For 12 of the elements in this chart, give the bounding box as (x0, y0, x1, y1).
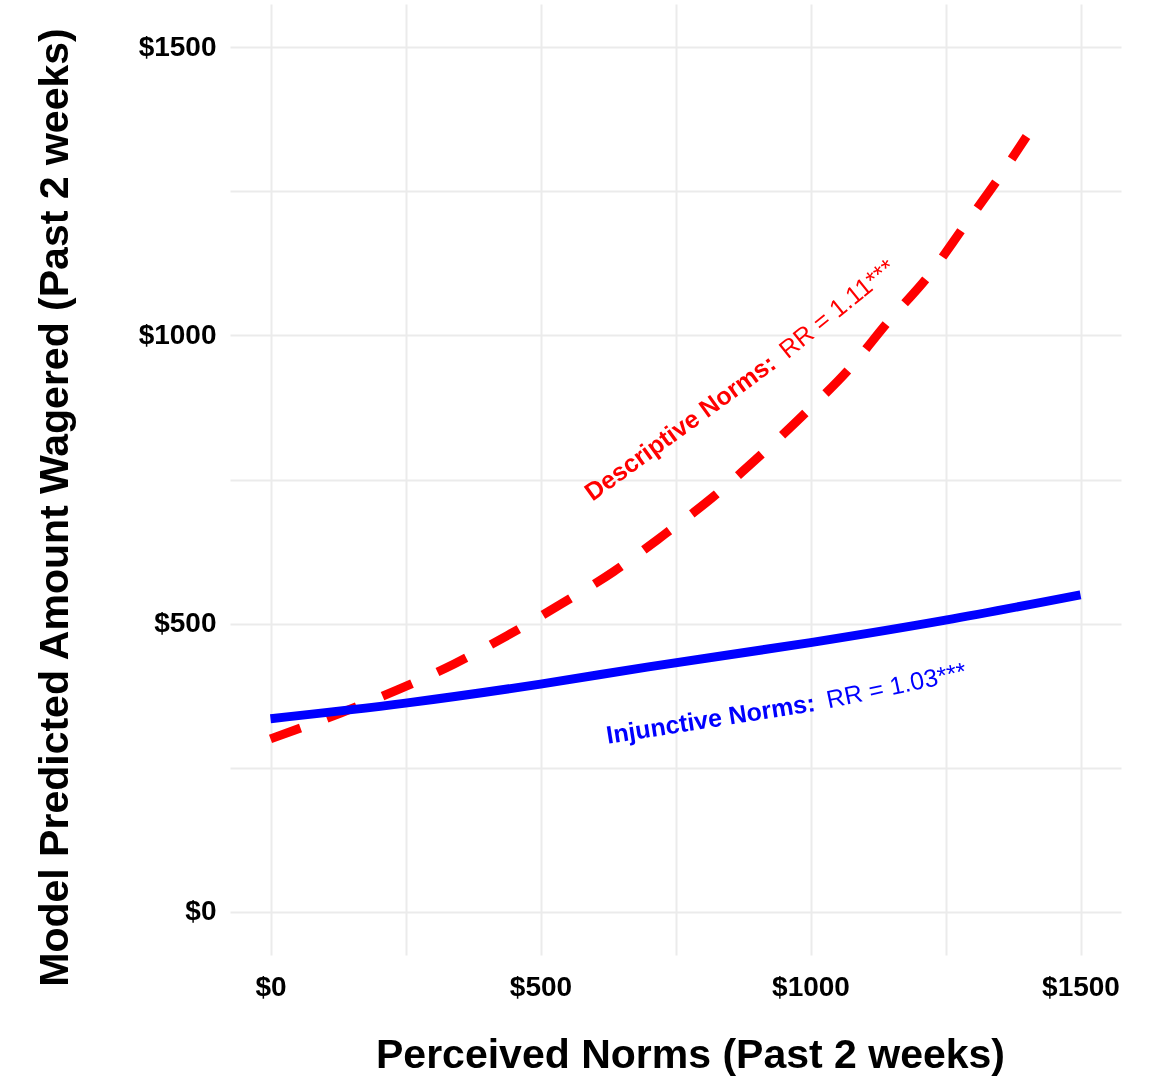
x-tick-label: $500 (509, 970, 573, 1002)
annotation: RR = 1.03*** (823, 656, 970, 714)
y-tick-label: $1000 (138, 318, 217, 350)
y-tick-label: $0 (185, 895, 217, 927)
text: Injunctive Norms: (604, 688, 818, 749)
x-tick-label: $1000 (772, 970, 850, 1002)
y-tick-label: $500 (154, 607, 217, 639)
x-tick-label: $0 (255, 970, 287, 1002)
y-axis-title: Model Predicted Amount Wagered (Past 2 weeks) (30, 28, 77, 987)
y-tick-label: $1500 (138, 30, 217, 62)
x-axis-title: Perceived Norms (Past 2 weeks) (376, 1030, 1005, 1077)
x-tick-label: $1500 (1042, 970, 1120, 1002)
